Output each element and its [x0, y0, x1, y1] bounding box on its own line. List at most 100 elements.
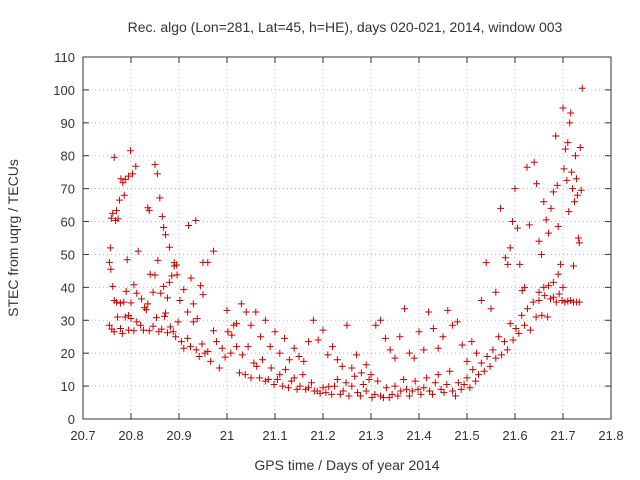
data-point — [545, 282, 553, 290]
data-point — [295, 352, 303, 360]
data-point — [457, 385, 465, 393]
data-point — [324, 351, 332, 359]
data-point — [198, 340, 206, 348]
data-point — [130, 327, 138, 335]
data-point — [356, 392, 364, 400]
data-point — [513, 224, 521, 232]
data-point — [437, 385, 445, 393]
data-point — [377, 392, 385, 400]
data-point — [201, 349, 209, 357]
data-point — [540, 198, 548, 206]
data-point — [449, 321, 457, 329]
data-point — [153, 170, 161, 178]
data-point — [451, 392, 459, 400]
data-point — [572, 175, 580, 183]
data-point — [110, 153, 118, 161]
data-point — [238, 351, 246, 359]
data-point — [503, 346, 511, 354]
y-tick-label: 0 — [68, 412, 75, 427]
data-point — [561, 145, 569, 153]
data-point — [120, 298, 128, 306]
data-point — [261, 316, 269, 324]
data-point — [518, 311, 526, 319]
data-point — [296, 382, 304, 390]
data-point — [121, 313, 129, 321]
data-point — [405, 349, 413, 357]
data-point — [460, 380, 468, 388]
data-point — [151, 161, 159, 169]
data-point — [233, 343, 241, 351]
data-point — [224, 328, 232, 336]
data-point — [152, 314, 160, 322]
data-point — [473, 349, 481, 357]
data-point — [146, 270, 154, 278]
data-point — [440, 389, 448, 397]
data-point — [468, 338, 476, 346]
data-point — [184, 308, 192, 316]
data-point — [285, 356, 293, 364]
data-point — [431, 379, 439, 387]
data-point — [151, 271, 159, 279]
data-point — [495, 333, 503, 341]
data-point — [394, 392, 402, 400]
data-point — [530, 158, 538, 166]
data-point — [127, 299, 135, 307]
data-point — [565, 208, 573, 216]
data-point — [544, 313, 552, 321]
data-point — [116, 325, 124, 332]
y-tick-label: 20 — [61, 346, 75, 361]
data-point — [266, 343, 274, 351]
data-point — [425, 308, 433, 316]
data-point — [533, 180, 541, 188]
data-point — [105, 321, 113, 329]
data-point — [542, 216, 550, 224]
data-point — [501, 254, 509, 262]
data-point — [300, 357, 308, 365]
data-point — [353, 351, 361, 359]
data-point — [372, 321, 380, 329]
data-point — [316, 389, 324, 397]
data-point — [166, 323, 174, 331]
data-point — [290, 374, 298, 382]
data-point — [362, 361, 370, 369]
data-point — [487, 305, 495, 313]
data-point — [160, 282, 168, 290]
data-point — [549, 188, 557, 196]
data-point — [247, 374, 255, 382]
data-point — [538, 311, 546, 319]
data-point — [578, 84, 586, 92]
data-point — [576, 144, 584, 151]
data-point — [305, 338, 313, 346]
y-tick-label: 50 — [61, 247, 75, 262]
data-point — [429, 325, 437, 332]
data-point — [444, 306, 452, 314]
data-point — [365, 376, 373, 384]
data-point — [523, 163, 531, 171]
data-point — [142, 306, 150, 314]
data-point — [287, 377, 295, 385]
data-point — [540, 283, 548, 291]
data-point — [109, 282, 117, 290]
y-tick-label: 110 — [54, 50, 75, 65]
x-tick-label: 21.2 — [310, 428, 335, 443]
data-point — [339, 387, 347, 395]
data-point — [454, 379, 462, 387]
data-point — [426, 387, 434, 395]
data-point — [362, 387, 370, 395]
data-point — [567, 297, 575, 305]
data-point — [180, 286, 188, 294]
data-point — [570, 262, 578, 270]
data-point — [123, 256, 131, 264]
data-point — [282, 366, 290, 374]
data-point — [160, 223, 168, 231]
data-point — [192, 217, 200, 225]
data-point — [504, 260, 512, 268]
data-point — [199, 291, 207, 299]
data-point — [114, 215, 122, 223]
data-point — [284, 384, 292, 392]
data-point — [477, 359, 485, 367]
data-point — [475, 371, 483, 379]
data-point — [557, 260, 565, 268]
grid-lines — [83, 57, 611, 419]
data-point — [218, 344, 226, 352]
